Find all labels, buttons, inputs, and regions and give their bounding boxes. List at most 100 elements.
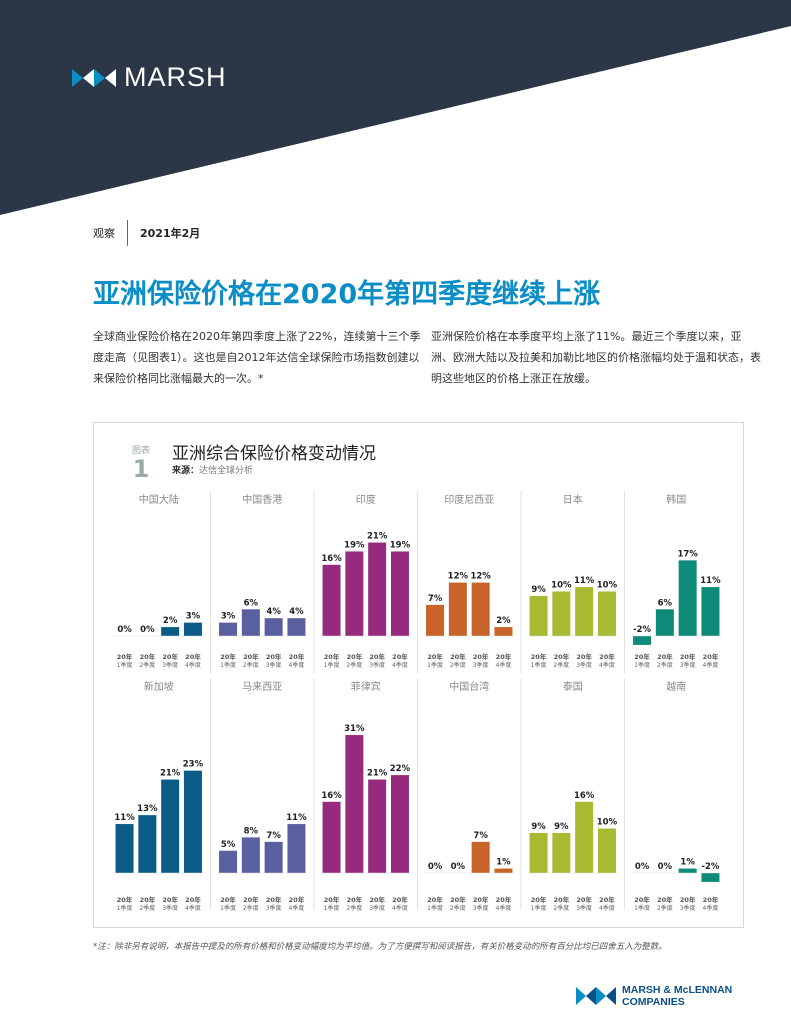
panel-2-tick-year-1: 20年 xyxy=(347,652,363,661)
panel-5-tick-quarter-0: 1季度 xyxy=(634,661,650,669)
panel-4-tick-quarter-2: 3季度 xyxy=(576,661,592,669)
panel-2-tick-quarter-3: 4季度 xyxy=(392,661,408,669)
panel-0-tick-year-3: 20年 xyxy=(185,652,201,661)
panel-4-value-label-0: 9% xyxy=(531,585,546,595)
panel-7-bar-2 xyxy=(264,841,283,873)
panel-6-value-label-0: 11% xyxy=(114,813,135,823)
panel-11-tick-year-3: 20年 xyxy=(703,895,719,904)
header-banner xyxy=(0,0,791,215)
panel-7-tick-year-1: 20年 xyxy=(243,895,259,904)
panel-2-tick-year-2: 20年 xyxy=(369,652,385,661)
panel-3-tick-year-3: 20年 xyxy=(496,652,512,661)
panel-9-value-label-3: 1% xyxy=(496,858,511,868)
panel-11-tick-quarter-3: 4季度 xyxy=(703,904,719,912)
panel-10-tick-year-2: 20年 xyxy=(576,895,592,904)
panel-2-value-label-2: 21% xyxy=(367,532,388,542)
panel-1-tick-year-2: 20年 xyxy=(266,652,282,661)
panel-9-value-label-1: 0% xyxy=(451,862,466,872)
panel-3-value-label-2: 12% xyxy=(470,572,491,582)
panel-6-tick-quarter-2: 3季度 xyxy=(162,904,178,912)
panel-7-tick-year-3: 20年 xyxy=(289,895,305,904)
panel-5-tick-quarter-1: 2季度 xyxy=(657,661,673,669)
panel-0-value-label-1: 0% xyxy=(140,625,155,635)
chart-panel: 图表 1 亚洲综合保险价格变动情况 来源：达信全球分析 中国大陆 0% 20年 1季度… xyxy=(93,422,744,928)
panel-9-tick-year-1: 20年 xyxy=(450,895,466,904)
publish-date: 2021年2月 xyxy=(140,227,201,240)
chart-source-value: 达信全球分析 xyxy=(199,466,254,476)
panel-8-bar-2 xyxy=(368,779,387,873)
mmc-logo: MARSH & McLENNAN COMPANIES xyxy=(576,984,732,1008)
panel-4-tick-year-2: 20年 xyxy=(576,652,592,661)
panel-5-tick-quarter-3: 4季度 xyxy=(703,661,719,669)
panel-2-tick-quarter-1: 2季度 xyxy=(346,661,362,669)
panel-1-value-label-1: 6% xyxy=(244,598,259,608)
panel-10-tick-year-0: 20年 xyxy=(531,895,547,904)
panel-5-bar-0 xyxy=(633,636,652,645)
panel-11-tick-quarter-1: 2季度 xyxy=(657,904,673,912)
panel-2-bar-1 xyxy=(345,551,364,636)
panel-3-bar-1 xyxy=(448,582,467,636)
panel-7-value-label-3: 11% xyxy=(286,813,307,823)
panel-5-value-label-0: -2% xyxy=(633,625,651,635)
panel-9-name: 中国台湾 xyxy=(449,680,489,693)
panel-0-value-label-2: 2% xyxy=(163,616,178,626)
panel-6-bar-2 xyxy=(161,779,180,873)
panel-5-tick-year-1: 20年 xyxy=(657,652,673,661)
panel-2-value-label-0: 16% xyxy=(321,554,342,564)
chart-title: 亚洲综合保险价格变动情况 xyxy=(172,444,376,464)
panel-6-bar-1 xyxy=(138,815,157,873)
panel-7-tick-quarter-2: 3季度 xyxy=(266,904,282,912)
panel-8-tick-quarter-1: 2季度 xyxy=(346,904,362,912)
panel-7-value-label-2: 7% xyxy=(266,831,281,841)
panel-9-tick-quarter-2: 3季度 xyxy=(473,904,489,912)
panel-3-tick-quarter-3: 4季度 xyxy=(496,661,512,669)
panel-2-value-label-3: 19% xyxy=(390,540,411,550)
panel-4-value-label-2: 11% xyxy=(574,576,595,586)
marsh-logo: MARSH xyxy=(72,62,227,93)
panel-9-tick-quarter-3: 4季度 xyxy=(496,904,512,912)
panel-10-bar-3 xyxy=(597,828,616,873)
panel-8-name: 菲律宾 xyxy=(351,680,381,693)
panel-2-bar-0 xyxy=(322,564,341,636)
panel-2-tick-year-0: 20年 xyxy=(324,652,340,661)
panel-1-tick-quarter-0: 1季度 xyxy=(220,661,236,669)
panel-11-bar-3 xyxy=(701,873,720,882)
panel-2-tick-quarter-2: 3季度 xyxy=(369,661,385,669)
panel-10-value-label-1: 9% xyxy=(554,822,569,832)
mmc-logo-text: MARSH & McLENNAN COMPANIES xyxy=(622,984,732,1008)
panel-8-tick-year-3: 20年 xyxy=(392,895,408,904)
mmc-logo-line2: COMPANIES xyxy=(622,996,685,1008)
panel-5-tick-year-2: 20年 xyxy=(680,652,696,661)
mmc-logo-mark-icon xyxy=(576,987,616,1005)
panel-10-tick-year-1: 20年 xyxy=(554,895,570,904)
panel-0-value-label-0: 0% xyxy=(117,625,132,635)
chart-source-label: 来源： xyxy=(172,466,200,476)
panel-11-value-label-2: 1% xyxy=(680,858,695,868)
panel-1-bar-2 xyxy=(264,618,283,636)
panel-2-value-label-1: 19% xyxy=(344,540,365,550)
meta-divider xyxy=(127,220,128,246)
panel-0-name: 中国大陆 xyxy=(139,493,179,506)
panel-4-tick-year-3: 20年 xyxy=(599,652,615,661)
panel-0-tick-quarter-2: 3季度 xyxy=(162,661,178,669)
panel-1-value-label-3: 4% xyxy=(289,607,304,617)
panel-9-bar-3 xyxy=(494,868,513,873)
panel-0-tick-quarter-0: 1季度 xyxy=(117,661,133,669)
panel-10-value-label-2: 16% xyxy=(574,791,595,801)
panel-6-value-label-2: 21% xyxy=(160,769,181,779)
panel-5-bar-1 xyxy=(655,609,674,636)
bar-chart-grid: 中国大陆0%20年1季度0%20年2季度2%20年3季度3%20年4季度中国香港… xyxy=(113,491,722,912)
panel-1-tick-quarter-1: 2季度 xyxy=(243,661,259,669)
panel-0-bar-2 xyxy=(161,627,180,636)
panel-7-tick-quarter-3: 4季度 xyxy=(289,904,305,912)
chart-label-text: 图表 xyxy=(131,446,150,456)
panel-11-bar-2 xyxy=(678,868,697,873)
panel-6-tick-quarter-3: 4季度 xyxy=(185,904,201,912)
panel-6-tick-year-0: 20年 xyxy=(117,895,133,904)
panel-6-tick-quarter-0: 1季度 xyxy=(117,904,133,912)
panel-11-tick-quarter-0: 1季度 xyxy=(634,904,650,912)
panel-1-value-label-0: 3% xyxy=(221,612,236,622)
panel-3-bar-0 xyxy=(426,604,445,636)
panel-6-value-label-3: 23% xyxy=(183,760,204,770)
panel-11-value-label-3: -2% xyxy=(701,862,719,872)
